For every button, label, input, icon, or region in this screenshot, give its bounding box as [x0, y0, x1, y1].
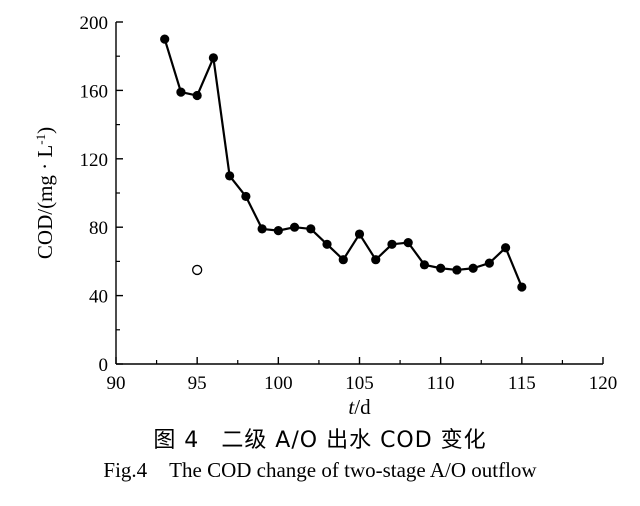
x-tick-label: 100	[264, 373, 293, 394]
data-point	[257, 224, 267, 234]
caption-chinese: 图 4 二级 A/O 出水 COD 变化	[0, 422, 640, 454]
data-point	[208, 53, 218, 63]
x-tick-label: 105	[345, 373, 374, 394]
x-axis-label-var: t	[348, 395, 355, 419]
data-points	[160, 34, 527, 292]
y-axis-label-sup: -1	[33, 134, 48, 145]
y-axis-label: COD/(mg · L-1)	[33, 127, 58, 259]
data-point	[436, 263, 446, 273]
data-point	[403, 237, 413, 248]
x-tick-label: 120	[589, 373, 618, 394]
data-point	[354, 229, 365, 239]
y-tick-label: 0	[99, 355, 109, 376]
data-point	[452, 265, 462, 275]
caption-en-figure-number: Fig.4	[103, 458, 148, 482]
y-tick-label: 120	[80, 150, 109, 171]
data-point	[160, 34, 170, 44]
caption-en-title: The COD change of two-stage A/O outflow	[169, 458, 537, 482]
data-point	[192, 90, 202, 101]
caption-zh-title: 二级 A/O 出水 COD 变化	[221, 428, 487, 453]
caption-english: Fig.4 The COD change of two-stage A/O out…	[0, 458, 640, 483]
data-point	[241, 191, 251, 202]
x-tick-label: 90	[107, 373, 126, 394]
data-point	[387, 239, 397, 249]
data-point	[306, 224, 316, 234]
y-tick-label: 200	[80, 13, 109, 34]
y-tick-label: 40	[89, 287, 108, 308]
x-axis-label: t/d	[348, 395, 371, 419]
x-tick-label: 115	[508, 373, 536, 394]
y-axis-label-close: )	[33, 127, 57, 134]
data-point	[484, 258, 494, 268]
caption-zh-figure-number: 图 4	[153, 428, 200, 453]
data-point	[419, 260, 430, 270]
data-point	[517, 282, 527, 292]
axes	[115, 22, 603, 365]
data-point	[338, 255, 348, 265]
legend-marker	[192, 264, 203, 276]
y-ticks: 0 40 80 120 160 200	[80, 13, 123, 376]
data-point	[273, 226, 283, 236]
x-axis-label-unit: /d	[354, 395, 371, 419]
series-line	[163, 38, 523, 288]
y-axis-label-main: COD/(mg · L	[33, 145, 57, 259]
data-point	[322, 239, 332, 249]
x-ticks: 90 95 100 105 110 115 120	[107, 357, 618, 394]
data-point	[468, 263, 478, 273]
data-point	[371, 255, 381, 265]
chart: 90 95 100 105 110 115 120 0 40 80 120 160 200 t/d C…	[33, 13, 618, 419]
x-tick-label: 110	[427, 373, 455, 394]
y-tick-label: 80	[89, 218, 108, 239]
y-tick-label: 160	[80, 81, 109, 102]
data-point	[289, 222, 300, 232]
x-tick-label: 95	[188, 373, 207, 394]
data-point	[225, 171, 235, 181]
data-point	[176, 87, 186, 97]
data-point	[501, 243, 511, 253]
